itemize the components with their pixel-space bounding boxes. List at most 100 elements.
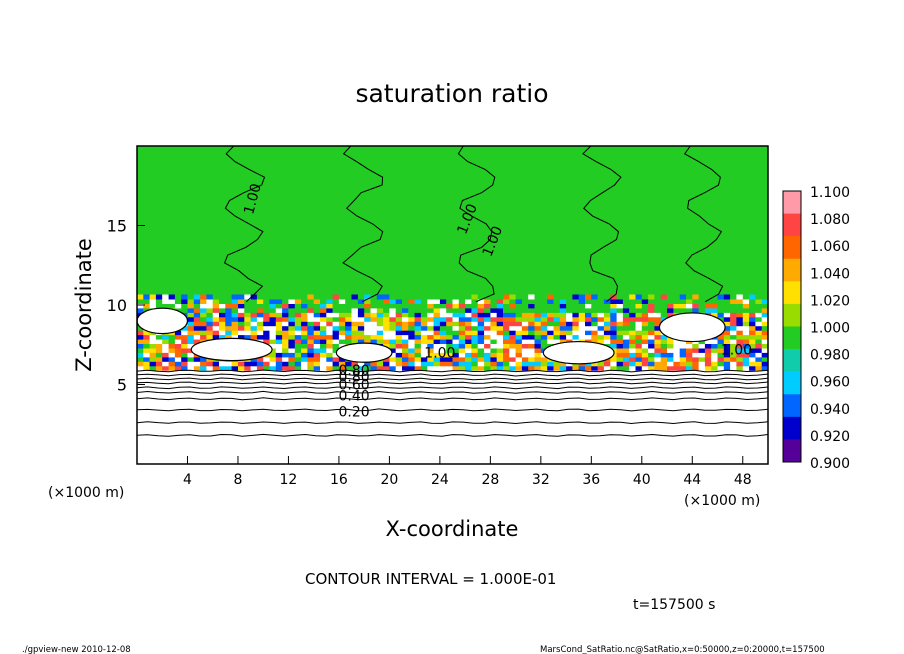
- heatmap-cell: [471, 334, 479, 340]
- heatmap-cell: [338, 334, 346, 340]
- heatmap-cell: [433, 365, 441, 371]
- heatmap-cell: [635, 330, 643, 336]
- heatmap-cell: [370, 334, 378, 340]
- unsaturated-pocket: [542, 340, 615, 365]
- heatmap-cell: [376, 316, 384, 322]
- heatmap-cell: [332, 361, 340, 367]
- heatmap-cell: [648, 347, 655, 353]
- heatmap-cell: [143, 352, 151, 358]
- heatmap-cell: [332, 303, 340, 309]
- heatmap-cell: [307, 334, 315, 340]
- heatmap-cell: [660, 347, 668, 353]
- heatmap-cell: [452, 316, 460, 322]
- heatmap-cell: [578, 321, 586, 327]
- contour-line: [223, 145, 266, 303]
- heatmap-cell: [181, 299, 188, 304]
- heatmap-cell: [212, 325, 220, 331]
- heatmap-cell: [250, 316, 258, 322]
- heatmap-cell: [193, 325, 201, 331]
- heatmap-cell: [275, 365, 283, 371]
- unsaturated-pocket: [335, 342, 393, 363]
- heatmap-cell: [326, 303, 334, 309]
- heatmap-cell: [326, 321, 334, 327]
- heatmap-cell: [711, 352, 718, 358]
- heatmap-cell: [168, 361, 176, 367]
- heatmap-cell: [629, 303, 636, 309]
- heatmap-cell: [143, 339, 151, 344]
- heatmap-cell: [238, 321, 245, 327]
- heatmap-cell: [187, 312, 195, 318]
- heatmap-cell: [162, 352, 169, 358]
- heatmap-cell: [282, 339, 289, 344]
- heatmap-cell: [193, 356, 201, 362]
- heatmap-cell: [452, 352, 460, 358]
- heatmap-cell: [736, 347, 744, 353]
- heatmap-cell: [490, 352, 498, 358]
- heatmap-cell: [439, 343, 447, 349]
- heatmap-cell: [761, 356, 769, 362]
- heatmap-cell: [402, 361, 409, 367]
- heatmap-cell: [427, 325, 435, 331]
- heatmap-cell: [338, 330, 346, 336]
- heatmap-cell: [660, 294, 668, 300]
- heatmap-cell: [477, 356, 485, 362]
- heatmap-cell: [408, 294, 416, 300]
- heatmap-cell: [755, 343, 763, 349]
- heatmap-cell: [206, 321, 214, 327]
- heatmap-cell: [723, 307, 731, 313]
- heatmap-cell: [515, 303, 523, 309]
- heatmap-cell: [610, 294, 618, 300]
- heatmap-cell: [465, 347, 472, 353]
- heatmap-cell: [521, 330, 529, 336]
- heatmap-cell: [503, 312, 510, 318]
- heatmap-cell: [149, 299, 157, 304]
- heatmap-cell: [389, 361, 397, 367]
- heatmap-cell: [534, 294, 542, 300]
- heatmap-cell: [351, 339, 359, 344]
- unsaturated-pocket: [658, 312, 726, 343]
- heatmap-cell: [465, 352, 472, 358]
- heatmap-cell: [458, 365, 466, 371]
- heatmap-cell: [534, 316, 542, 322]
- heatmap-cell: [275, 334, 283, 340]
- heatmap-cell: [667, 356, 674, 362]
- heatmap-cell: [174, 339, 182, 344]
- heatmap-cell: [629, 294, 636, 300]
- heatmap-cell: [345, 334, 352, 340]
- heatmap-cell: [187, 325, 195, 331]
- heatmap-cell: [484, 307, 491, 313]
- heatmap-cell: [439, 312, 447, 318]
- heatmap-cell: [730, 334, 737, 340]
- heatmap-cell: [521, 361, 529, 367]
- heatmap-cell: [711, 361, 718, 367]
- heatmap-cell: [351, 330, 359, 336]
- heatmap-cell: [320, 343, 327, 349]
- heatmap-cell: [654, 334, 662, 340]
- heatmap-cell: [723, 330, 731, 336]
- heatmap-cell: [206, 294, 214, 300]
- heatmap-cell: [206, 330, 214, 336]
- heatmap-cell: [408, 299, 416, 304]
- heatmap-cell: [673, 356, 681, 362]
- heatmap-cell: [420, 294, 428, 300]
- heatmap-cell: [648, 294, 655, 300]
- heatmap-cell: [730, 339, 737, 344]
- heatmap-cell: [427, 316, 435, 322]
- heatmap-cell: [458, 361, 466, 367]
- heatmap-cell: [591, 339, 599, 344]
- heatmap-cell: [231, 294, 239, 300]
- heatmap-cell: [635, 316, 643, 322]
- heatmap-cell: [686, 365, 693, 371]
- heatmap-cell: [471, 299, 479, 304]
- heatmap-cell: [698, 299, 706, 304]
- heatmap-cell: [307, 352, 315, 358]
- heatmap-cell: [559, 365, 567, 371]
- heatmap-cell: [143, 347, 151, 353]
- heatmap-cell: [357, 330, 365, 336]
- heatmap-cell: [622, 299, 630, 304]
- heatmap-cell: [452, 365, 460, 371]
- heatmap-cell: [458, 303, 466, 309]
- heatmap-cell: [206, 312, 214, 318]
- heatmap-cell: [616, 343, 624, 349]
- heatmap-cell: [383, 361, 390, 367]
